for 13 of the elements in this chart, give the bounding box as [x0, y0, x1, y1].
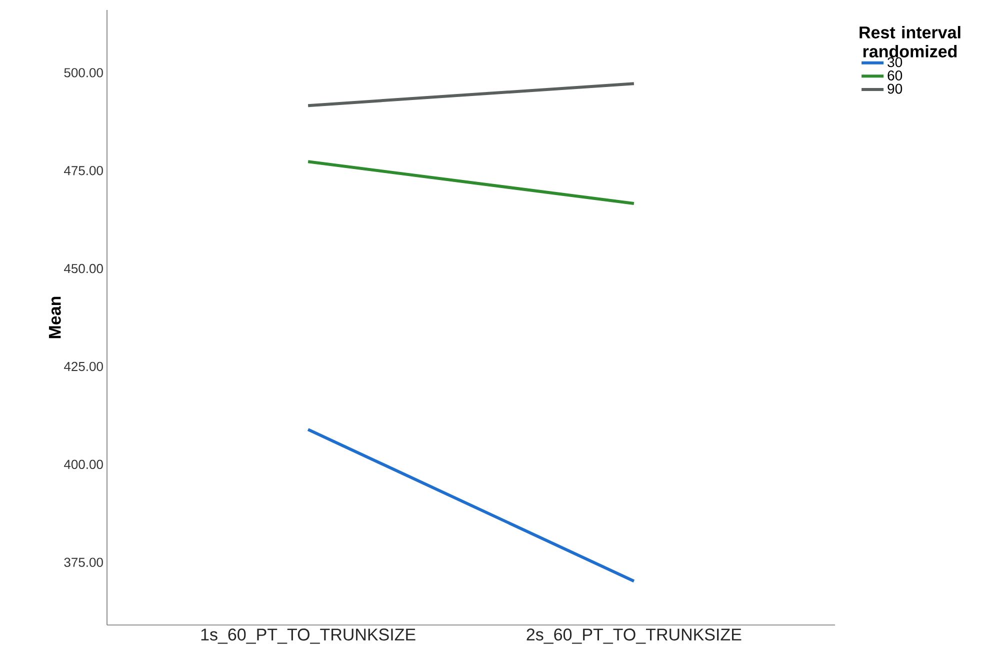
x-tick-label: 1s_60_PT_TO_TRUNKSIZE: [201, 628, 416, 644]
y-tick-label: 375.00: [64, 558, 103, 567]
y-tick-label: 500.00: [64, 68, 103, 78]
y-tick-label: 400.00: [64, 460, 103, 469]
legend-label: 30: [888, 57, 902, 68]
y-axis-title: Mean: [48, 296, 61, 338]
y-tick-label: 425.00: [64, 362, 103, 372]
legend-label: 60: [888, 70, 902, 80]
y-tick-label: 450.00: [64, 264, 103, 274]
legend-label: 90: [888, 84, 902, 94]
y-tick-label: 475.00: [64, 166, 103, 176]
legend-title: Rest interval randomized: [860, 26, 960, 58]
x-tick-label: 2s_60_PT_TO_TRUNKSIZE: [526, 628, 742, 644]
